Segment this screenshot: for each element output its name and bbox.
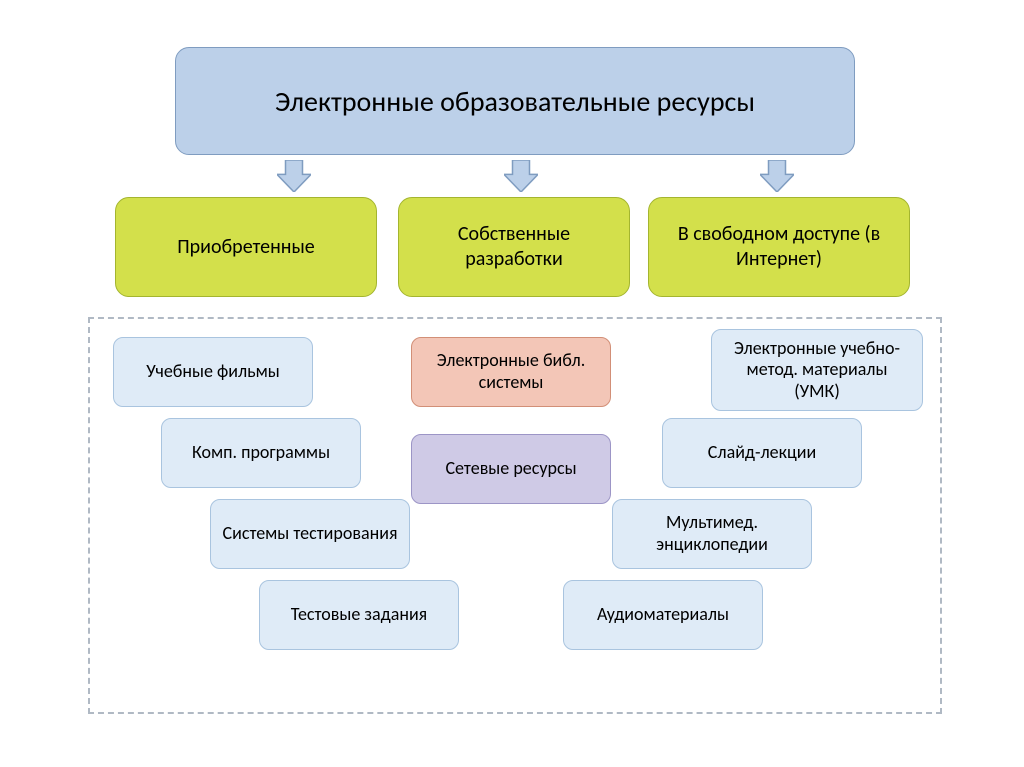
example-label: Системы тестирования [223,523,398,545]
example-label: Аудиоматериалы [597,604,729,626]
category-acquired: Приобретенные [115,197,377,297]
example-label: Комп. программы [192,442,330,464]
example-item: Комп. программы [161,418,361,488]
example-item: Тестовые задания [259,580,459,650]
category-free: В свободном доступе (в Интернет) [648,197,910,297]
example-item: Мультимед. энциклопедии [612,499,812,569]
example-item: Слайд-лекции [662,418,862,488]
example-label: Учебные фильмы [146,361,280,383]
category-label: Собственные разработки [415,222,613,272]
example-item: Учебные фильмы [113,337,313,407]
example-label: Электронные учебно-метод. материалы (УМК… [722,338,912,403]
down-arrow-icon [760,160,794,192]
example-item: Электронные библ. системы [411,337,611,407]
example-label: Тестовые задания [291,604,427,626]
title-box: Электронные образовательные ресурсы [175,47,855,155]
example-label: Мультимед. энциклопедии [623,512,801,555]
example-item: Электронные учебно-метод. материалы (УМК… [711,329,923,411]
category-label: Приобретенные [177,235,315,260]
category-own: Собственные разработки [398,197,630,297]
category-label: В свободном доступе (в Интернет) [665,222,893,272]
example-item: Аудиоматериалы [563,580,763,650]
example-label: Электронные библ. системы [422,350,600,393]
example-item: Системы тестирования [210,499,410,569]
down-arrow-icon [277,160,311,192]
down-arrow-icon [504,160,538,192]
example-label: Сетевые ресурсы [445,458,576,480]
example-label: Слайд-лекции [708,442,816,464]
example-item: Сетевые ресурсы [411,434,611,504]
title-text: Электронные образовательные ресурсы [275,84,755,119]
